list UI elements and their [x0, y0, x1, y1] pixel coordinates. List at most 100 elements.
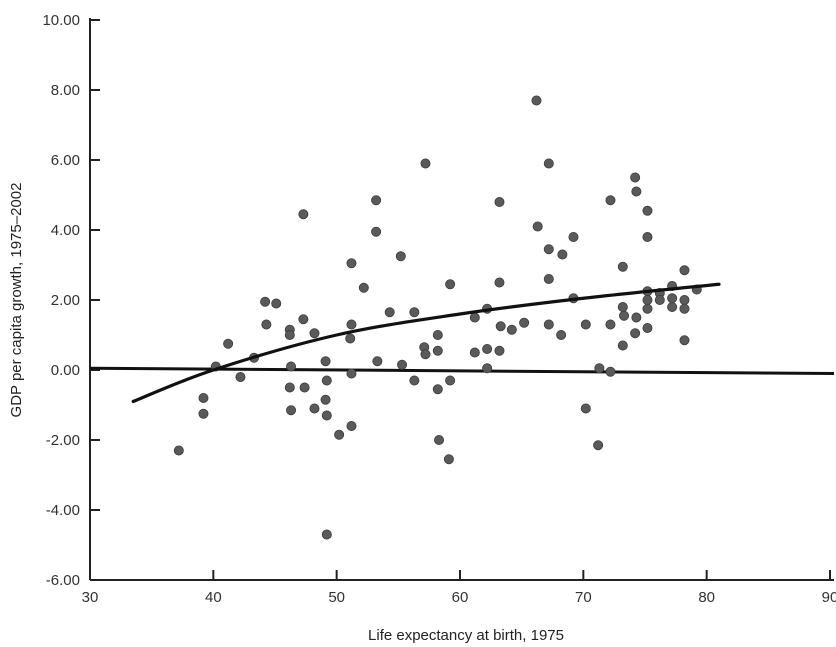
data-point	[494, 196, 505, 207]
data-point	[271, 298, 282, 309]
data-point	[299, 382, 310, 393]
data-point	[334, 429, 345, 440]
y-tick-label: -4.00	[46, 502, 80, 519]
y-tick-label: -2.00	[46, 432, 80, 449]
tick-labels: 10.00 8.00 6.00 4.00 2.00 0.00 -2.00 -4.00 -6.00…	[42, 12, 836, 606]
data-point	[223, 338, 234, 349]
x-tick-label: 90	[822, 589, 836, 606]
x-tick-label: 30	[82, 589, 99, 606]
data-point	[286, 361, 297, 372]
data-point	[605, 319, 616, 330]
data-point	[667, 293, 678, 304]
data-point	[568, 231, 579, 242]
x-tick-label: 80	[698, 589, 715, 606]
data-point	[420, 158, 431, 169]
data-point	[420, 349, 431, 360]
data-point	[346, 368, 357, 379]
data-point	[642, 322, 653, 333]
data-point	[630, 172, 641, 183]
data-point	[443, 454, 454, 465]
data-point	[654, 294, 665, 305]
data-point	[409, 307, 420, 318]
data-point	[679, 335, 690, 346]
data-point	[469, 312, 480, 323]
data-point	[469, 347, 480, 358]
data-point	[432, 384, 443, 395]
data-point	[309, 403, 320, 414]
data-point	[617, 340, 628, 351]
data-point	[605, 195, 616, 206]
y-tick-label: 0.00	[51, 362, 80, 379]
data-point	[298, 209, 309, 220]
data-point	[321, 375, 332, 386]
data-point	[434, 434, 445, 445]
data-point	[432, 345, 443, 356]
data-point	[543, 158, 554, 169]
data-point	[284, 329, 295, 340]
y-tick-label: 8.00	[51, 82, 80, 99]
data-point	[495, 321, 506, 332]
data-point	[445, 279, 456, 290]
data-point	[409, 375, 420, 386]
data-point	[345, 333, 356, 344]
data-point	[543, 273, 554, 284]
data-point	[617, 261, 628, 272]
axes	[89, 18, 834, 581]
data-point	[198, 408, 209, 419]
data-point	[531, 95, 542, 106]
data-point	[605, 366, 616, 377]
data-point	[594, 363, 605, 374]
data-point	[235, 371, 246, 382]
y-axis-title: GDP per capita growth, 1975–2002	[8, 183, 25, 418]
data-point	[286, 405, 297, 416]
data-point	[346, 420, 357, 431]
data-point	[617, 301, 628, 312]
data-point	[173, 445, 184, 456]
data-point	[346, 319, 357, 330]
data-point	[384, 307, 395, 318]
x-tick-label: 40	[205, 589, 222, 606]
data-point	[631, 312, 642, 323]
data-point	[679, 265, 690, 276]
data-point	[532, 221, 543, 232]
data-point	[397, 359, 408, 370]
x-tick-label: 60	[452, 589, 469, 606]
x-axis-title: Life expectancy at birth, 1975	[368, 627, 564, 644]
data-point	[494, 277, 505, 288]
data-point	[580, 319, 591, 330]
data-point	[320, 394, 331, 405]
data-point	[619, 310, 630, 321]
x-tick-label: 50	[328, 589, 345, 606]
data-point	[667, 301, 678, 312]
data-point	[506, 324, 517, 335]
data-point	[557, 249, 568, 260]
data-point	[482, 363, 493, 374]
data-point	[482, 343, 493, 354]
data-point	[371, 195, 382, 206]
data-point	[284, 382, 295, 393]
data-point	[630, 328, 641, 339]
data-point	[445, 375, 456, 386]
tick-marks	[89, 19, 831, 581]
data-point	[519, 317, 530, 328]
data-point	[642, 231, 653, 242]
y-tick-label: 2.00	[51, 292, 80, 309]
x-tick-label: 70	[575, 589, 592, 606]
data-point	[679, 303, 690, 314]
data-point	[371, 226, 382, 237]
trend-curve	[131, 282, 721, 404]
y-tick-label: 4.00	[51, 222, 80, 239]
data-point	[358, 282, 369, 293]
data-point	[321, 410, 332, 421]
y-tick-label: 10.00	[42, 12, 80, 29]
data-point	[556, 329, 567, 340]
data-point	[642, 303, 653, 314]
data-point	[642, 205, 653, 216]
data-point	[198, 392, 209, 403]
data-point	[679, 294, 690, 305]
data-point	[346, 258, 357, 269]
data-point	[580, 403, 591, 414]
data-point	[298, 314, 309, 325]
data-point	[543, 319, 554, 330]
